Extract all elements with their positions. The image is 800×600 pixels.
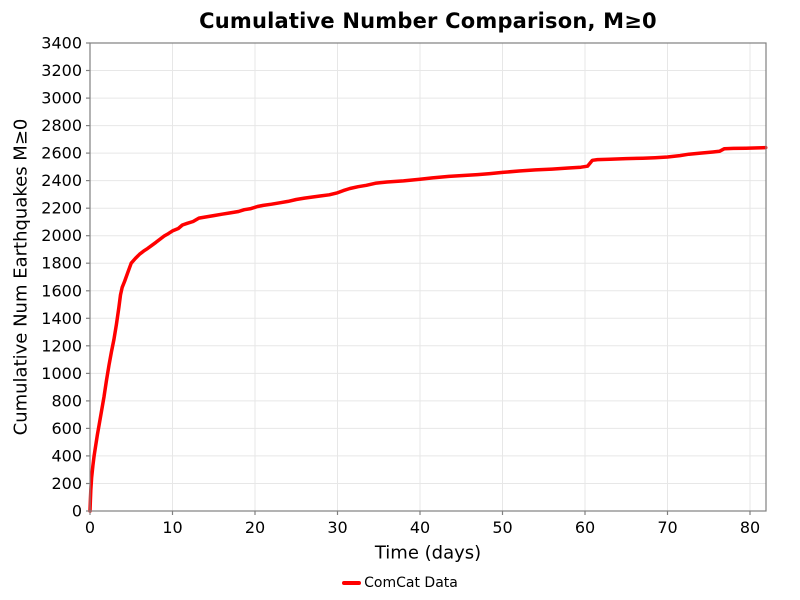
legend-line-swatch: [342, 581, 362, 585]
y-tick-label: 1000: [41, 364, 82, 383]
tick-labels: 0 10 20 30 40 50 60 70 8002004006008001000120014…: [41, 34, 760, 538]
axes-spines: [89, 42, 767, 512]
y-tick-label: 2000: [41, 226, 82, 245]
legend: ComCat Data: [0, 572, 800, 594]
x-tick-label: 20: [245, 518, 265, 537]
plot-border: [89, 42, 767, 512]
y-tick-label: 3400: [41, 34, 82, 53]
x-tick-label: 0: [85, 518, 95, 537]
y-tick-label: 800: [51, 391, 82, 410]
y-tick-label: 0: [72, 502, 82, 521]
y-tick-label: 3200: [41, 61, 82, 80]
x-tick-label: 40: [410, 518, 430, 537]
y-tick-label: 1800: [41, 254, 82, 273]
comcat-data-series-line: [88, 145, 768, 513]
x-tick-label: 10: [162, 518, 182, 537]
y-tick-label: 200: [51, 474, 82, 493]
y-axis-label: Cumulative Num Earthquakes M≥0: [10, 118, 32, 436]
y-tick-label: 2600: [41, 144, 82, 163]
x-tick-label: 50: [492, 518, 512, 537]
chart-title: Cumulative Number Comparison, M≥0: [199, 9, 657, 33]
data-series-layer: [88, 145, 768, 513]
y-tick-label: 400: [51, 446, 82, 465]
y-tick-label: 1600: [41, 281, 82, 300]
y-tick-label: 1400: [41, 309, 82, 328]
gridlines: [89, 42, 766, 512]
y-tick-label: 1200: [41, 336, 82, 355]
y-tick-label: 600: [51, 419, 82, 438]
x-tick-label: 80: [740, 518, 760, 537]
x-tick-label: 30: [327, 518, 347, 537]
x-tick-label: 70: [657, 518, 677, 537]
x-axis-label: Time (days): [374, 542, 482, 564]
x-tick-label: 60: [575, 518, 595, 537]
legend-entry-label: ComCat Data: [364, 575, 458, 591]
y-tick-label: 2800: [41, 116, 82, 135]
axis-ticks: [86, 42, 751, 515]
y-tick-label: 3000: [41, 89, 82, 108]
y-tick-label: 2400: [41, 171, 82, 190]
y-tick-label: 2200: [41, 199, 82, 218]
